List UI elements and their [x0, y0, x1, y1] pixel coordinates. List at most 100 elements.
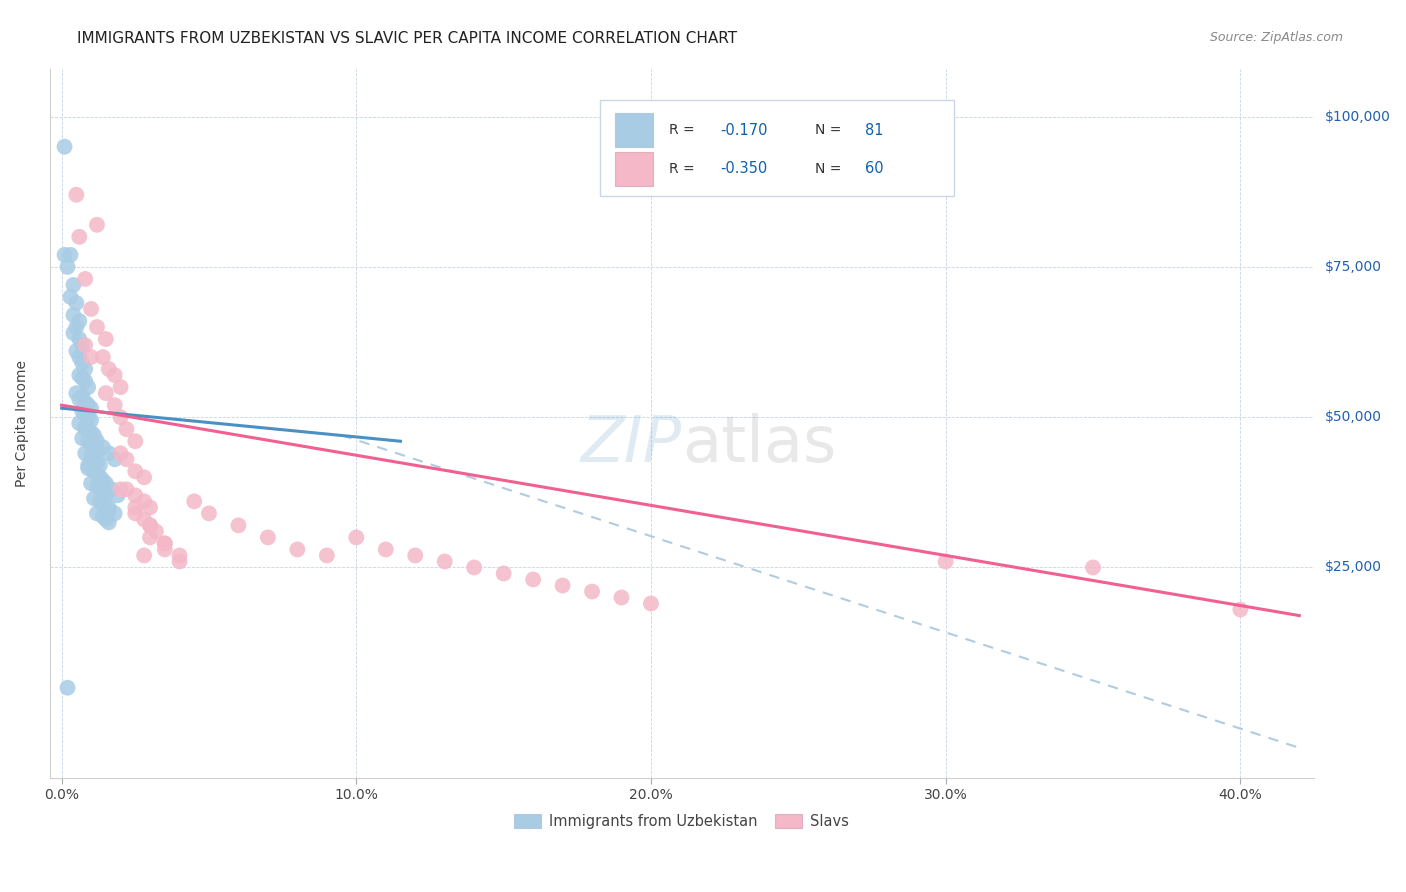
- Point: [77, 422, 100, 436]
- Point: [115, 452, 138, 467]
- Point: [97, 503, 120, 517]
- Text: -0.170: -0.170: [720, 123, 768, 137]
- Point: [100, 483, 122, 497]
- Text: N =: N =: [814, 123, 845, 137]
- Point: [169, 549, 191, 563]
- Point: [80, 301, 103, 316]
- Point: [56, 681, 79, 695]
- Point: [91, 509, 114, 524]
- Point: [70, 404, 93, 418]
- Point: [522, 573, 544, 587]
- Y-axis label: Per Capita Income: Per Capita Income: [15, 359, 30, 487]
- Point: [139, 518, 162, 533]
- Point: [89, 494, 111, 508]
- Point: [94, 500, 117, 515]
- Point: [91, 485, 114, 500]
- Point: [67, 368, 90, 383]
- Point: [94, 332, 117, 346]
- Point: [91, 440, 114, 454]
- Point: [75, 419, 97, 434]
- Point: [115, 422, 138, 436]
- Text: $75,000: $75,000: [1324, 260, 1382, 274]
- Point: [75, 407, 97, 421]
- Point: [115, 483, 138, 497]
- Point: [77, 434, 100, 449]
- Point: [153, 536, 176, 550]
- Point: [80, 350, 103, 364]
- Point: [198, 507, 221, 521]
- Point: [134, 512, 156, 526]
- Text: -0.350: -0.350: [720, 161, 768, 176]
- Point: [104, 452, 127, 467]
- Point: [70, 338, 93, 352]
- Point: [91, 497, 114, 511]
- Point: [640, 597, 662, 611]
- Point: [104, 507, 127, 521]
- Point: [80, 476, 103, 491]
- Point: [77, 380, 100, 394]
- Text: 81: 81: [865, 123, 884, 137]
- Point: [83, 464, 105, 478]
- Point: [104, 368, 127, 383]
- Point: [67, 332, 90, 346]
- Point: [610, 591, 633, 605]
- Point: [67, 314, 90, 328]
- Point: [89, 470, 111, 484]
- Text: R =: R =: [669, 123, 699, 137]
- Point: [134, 494, 156, 508]
- Point: [65, 386, 87, 401]
- Point: [65, 344, 87, 359]
- Point: [124, 500, 146, 515]
- Bar: [614, 113, 652, 147]
- Point: [53, 248, 76, 262]
- Point: [433, 554, 456, 568]
- Point: [94, 488, 117, 502]
- Point: [83, 428, 105, 442]
- Point: [124, 464, 146, 478]
- Text: atlas: atlas: [682, 414, 837, 475]
- Text: N =: N =: [814, 161, 845, 176]
- Point: [91, 494, 114, 508]
- Legend: Immigrants from Uzbekistan, Slavs: Immigrants from Uzbekistan, Slavs: [509, 808, 855, 834]
- Point: [53, 139, 76, 153]
- Point: [80, 450, 103, 464]
- Point: [344, 530, 367, 544]
- Point: [86, 507, 108, 521]
- Point: [124, 507, 146, 521]
- Point: [77, 458, 100, 473]
- Point: [67, 392, 90, 406]
- Point: [97, 362, 120, 376]
- Point: [139, 500, 162, 515]
- Point: [83, 464, 105, 478]
- Text: ZIP: ZIP: [581, 414, 682, 475]
- Point: [75, 374, 97, 388]
- Point: [91, 350, 114, 364]
- Point: [124, 434, 146, 449]
- Point: [94, 476, 117, 491]
- Point: [315, 549, 337, 563]
- Point: [83, 452, 105, 467]
- Point: [404, 549, 426, 563]
- Point: [70, 389, 93, 403]
- Point: [551, 578, 574, 592]
- Point: [65, 187, 87, 202]
- Point: [62, 308, 84, 322]
- Point: [139, 518, 162, 533]
- Point: [110, 446, 132, 460]
- Point: [62, 277, 84, 292]
- Point: [86, 479, 108, 493]
- Point: [89, 458, 111, 473]
- Point: [492, 566, 515, 581]
- Point: [1081, 560, 1104, 574]
- Point: [77, 398, 100, 412]
- Point: [83, 491, 105, 506]
- Point: [80, 428, 103, 442]
- Point: [97, 516, 120, 530]
- Point: [62, 326, 84, 340]
- Point: [59, 248, 82, 262]
- Point: [83, 440, 105, 454]
- Point: [94, 386, 117, 401]
- Text: R =: R =: [669, 161, 699, 176]
- Point: [91, 473, 114, 487]
- Point: [97, 446, 120, 460]
